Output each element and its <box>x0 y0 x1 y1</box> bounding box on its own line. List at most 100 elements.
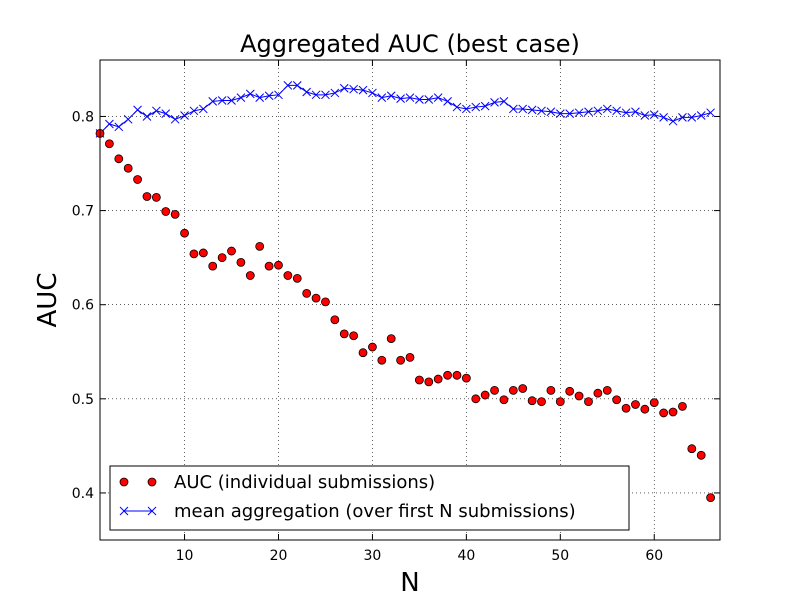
mean-aggregation-point <box>631 107 640 117</box>
mean-aggregation-point <box>640 111 650 120</box>
mean-aggregation-point <box>180 111 189 120</box>
mean-aggregation-point <box>386 91 396 101</box>
mean-aggregation-point <box>499 97 509 106</box>
y-axis-label: AUC <box>33 273 63 328</box>
mean-aggregation-point <box>471 102 481 112</box>
mean-aggregation-point <box>480 101 490 111</box>
auc-point <box>593 388 603 398</box>
mean-aggregation-point <box>602 104 612 114</box>
x-tick-label: 30 <box>364 548 382 564</box>
x-tick-label: 20 <box>270 548 288 564</box>
mean-aggregation-point <box>311 90 321 100</box>
legend-marker-auc-left <box>119 477 129 487</box>
mean-aggregation-point <box>321 90 330 100</box>
mean-aggregation-point <box>621 108 631 118</box>
auc-point <box>142 192 152 201</box>
mean-aggregation-point <box>236 93 246 103</box>
auc-point <box>405 353 415 362</box>
y-tick-label: 0.4 <box>72 486 94 502</box>
legend-label-auc: AUC (individual submissions) <box>174 472 435 493</box>
auc-point <box>368 342 377 352</box>
mean-aggregation-point <box>349 84 358 94</box>
mean-aggregation-point <box>696 111 706 120</box>
mean-aggregation-point <box>368 88 377 98</box>
mean-aggregation-point <box>245 89 255 99</box>
auc-point <box>133 175 142 184</box>
auc-point <box>649 398 659 407</box>
mean-aggregation-point <box>612 106 622 116</box>
auc-point <box>499 395 509 405</box>
auc-point <box>631 400 640 409</box>
auc-point <box>452 370 462 380</box>
auc-point <box>565 386 575 396</box>
mean-aggregation-point <box>546 107 556 117</box>
mean-aggregation-point <box>217 96 227 105</box>
mean-aggregation-point <box>114 122 124 132</box>
legend-box <box>109 465 630 531</box>
mean-aggregation-point <box>508 104 518 114</box>
auc-point <box>236 257 246 267</box>
y-tick-label: 0.6 <box>72 298 94 314</box>
auc-point <box>339 329 349 339</box>
mean-aggregation-point <box>105 119 114 129</box>
auc-point <box>443 370 452 380</box>
auc-point <box>161 207 171 216</box>
mean-aggregation-point <box>396 94 405 103</box>
auc-point <box>198 248 208 258</box>
mean-aggregation-point <box>555 109 565 119</box>
mean-aggregation-point <box>565 109 575 119</box>
mean-aggregation-point <box>133 105 142 115</box>
legend-marker-mean-right <box>147 506 157 516</box>
plot-frame <box>99 59 721 541</box>
mean-aggregation-point <box>142 112 152 121</box>
mean-aggregation-point <box>424 95 434 104</box>
legend-marker-auc-right <box>147 477 157 487</box>
auc-point <box>170 209 180 219</box>
y-tick-label: 0.7 <box>72 204 94 220</box>
auc-point <box>377 355 387 365</box>
mean-aggregation-point <box>170 114 180 124</box>
legend-label-mean: mean aggregation (over first N submissio… <box>174 501 576 522</box>
auc-point <box>555 397 565 407</box>
auc-point <box>640 404 650 414</box>
auc-point <box>274 260 283 270</box>
auc-point <box>292 273 302 283</box>
mean-aggregation-point <box>302 87 312 97</box>
mean-aggregation-point <box>443 97 452 106</box>
mean-aggregation-point <box>330 88 340 98</box>
auc-point <box>321 297 330 307</box>
legend-marker-mean-left <box>119 506 129 516</box>
auc-point <box>396 355 406 365</box>
auc-point <box>537 397 546 407</box>
auc-point <box>311 293 321 303</box>
mean-aggregation-point <box>208 97 218 106</box>
auc-point <box>151 193 161 202</box>
mean-aggregation-point <box>339 83 349 93</box>
x-tick-label: 50 <box>551 548 569 564</box>
mean-aggregation-point <box>462 104 471 114</box>
mean-aggregation-point <box>678 113 687 122</box>
auc-point <box>217 253 227 263</box>
auc-point <box>386 334 396 343</box>
mean-aggregation-point <box>377 93 387 103</box>
auc-point <box>245 271 255 280</box>
auc-point <box>461 373 471 383</box>
auc-point <box>584 397 593 407</box>
mean-aggregation-point <box>405 93 415 103</box>
auc-point <box>574 391 584 401</box>
auc-point <box>330 315 340 325</box>
auc-point <box>424 377 434 387</box>
mean-aggregation-point <box>292 81 302 90</box>
tick-layer: 10 20 30 40 50 60 0.4 0.5 0.6 0.7 0.8 <box>72 60 720 564</box>
mean-aggregation-point <box>490 97 499 107</box>
mean-aggregation-point <box>255 93 265 103</box>
auc-point <box>414 375 424 385</box>
auc-point <box>208 261 218 271</box>
y-tick-label: 0.8 <box>72 109 94 125</box>
auc-point <box>612 395 622 405</box>
y-tick-label: 0.5 <box>72 392 94 408</box>
auc-point <box>687 444 697 454</box>
auc-point <box>358 348 368 358</box>
x-axis-label: N <box>400 568 419 598</box>
